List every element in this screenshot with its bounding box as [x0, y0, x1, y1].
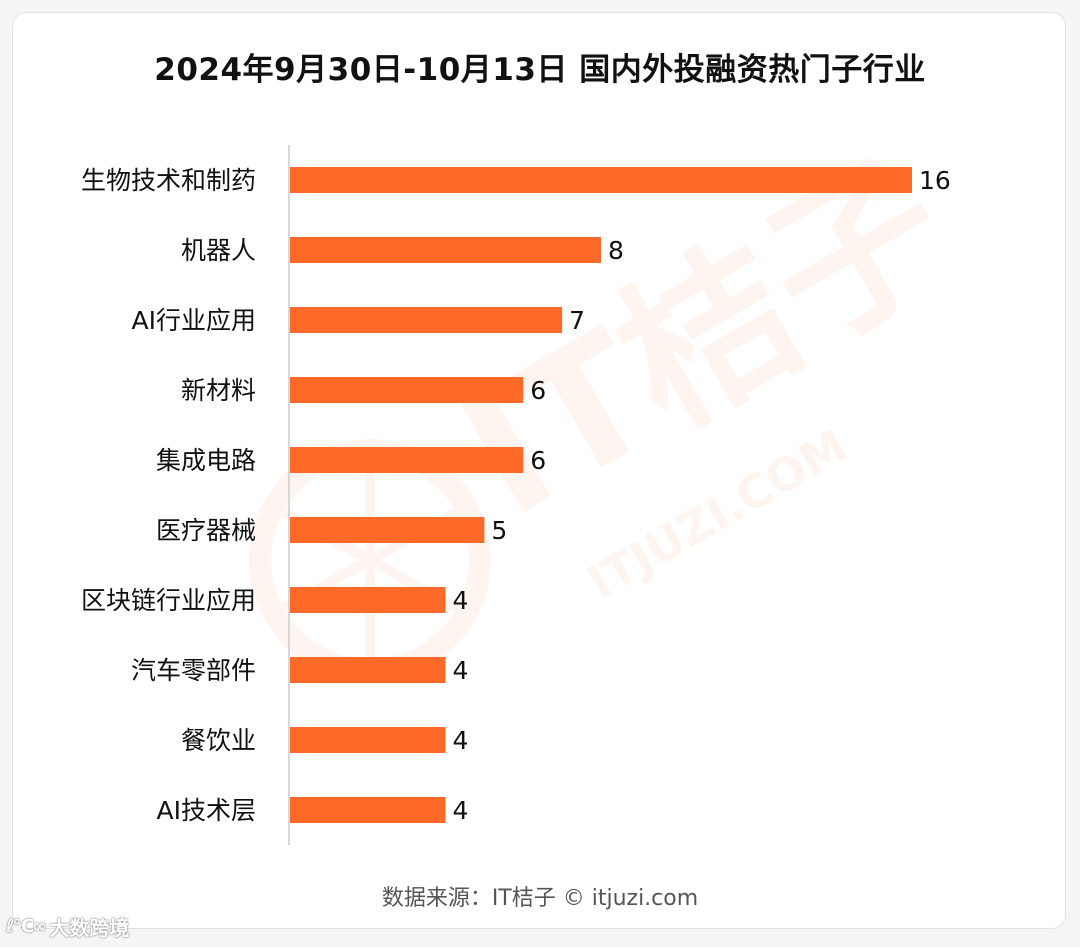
category-label: AI技术层	[157, 796, 256, 825]
category-label: 医疗器械	[156, 516, 256, 545]
category-label: 机器人	[181, 236, 256, 265]
category-label: 区块链行业应用	[81, 586, 256, 615]
bar	[290, 447, 524, 473]
corner-logo: ℓ℃∞ 大数跨境	[6, 911, 129, 941]
category-label: AI行业应用	[132, 306, 256, 335]
data-label: 16	[919, 166, 951, 195]
bar	[290, 797, 446, 823]
logo-mark-icon: ℓ℃∞	[6, 915, 47, 937]
source-note: 数据来源：IT桔子 © itjuzi.com	[381, 886, 699, 911]
data-label: 4	[453, 586, 469, 615]
data-label: 8	[608, 236, 624, 265]
data-label: 6	[530, 446, 546, 475]
category-label: 生物技术和制药	[81, 166, 256, 195]
category-label: 集成电路	[156, 446, 256, 475]
bar	[290, 377, 524, 403]
data-label: 6	[530, 376, 546, 405]
data-label: 5	[491, 516, 507, 545]
corner-logo-text: 大数跨境	[49, 915, 130, 940]
category-label: 餐饮业	[181, 726, 256, 755]
bar	[290, 167, 912, 193]
data-label: 4	[453, 726, 469, 755]
category-label: 汽车零部件	[131, 656, 256, 685]
bar	[290, 657, 446, 683]
category-label: 新材料	[181, 376, 256, 405]
chart-title: 2024年9月30日-10月13日 国内外投融资热门子行业	[154, 52, 926, 88]
bar	[290, 587, 446, 613]
bar	[290, 727, 446, 753]
bar	[290, 237, 601, 263]
bar	[290, 307, 563, 333]
data-label: 4	[453, 656, 469, 685]
data-label: 4	[453, 796, 469, 825]
chart-card	[12, 12, 1066, 929]
bar	[290, 517, 485, 543]
data-label: 7	[569, 306, 585, 335]
